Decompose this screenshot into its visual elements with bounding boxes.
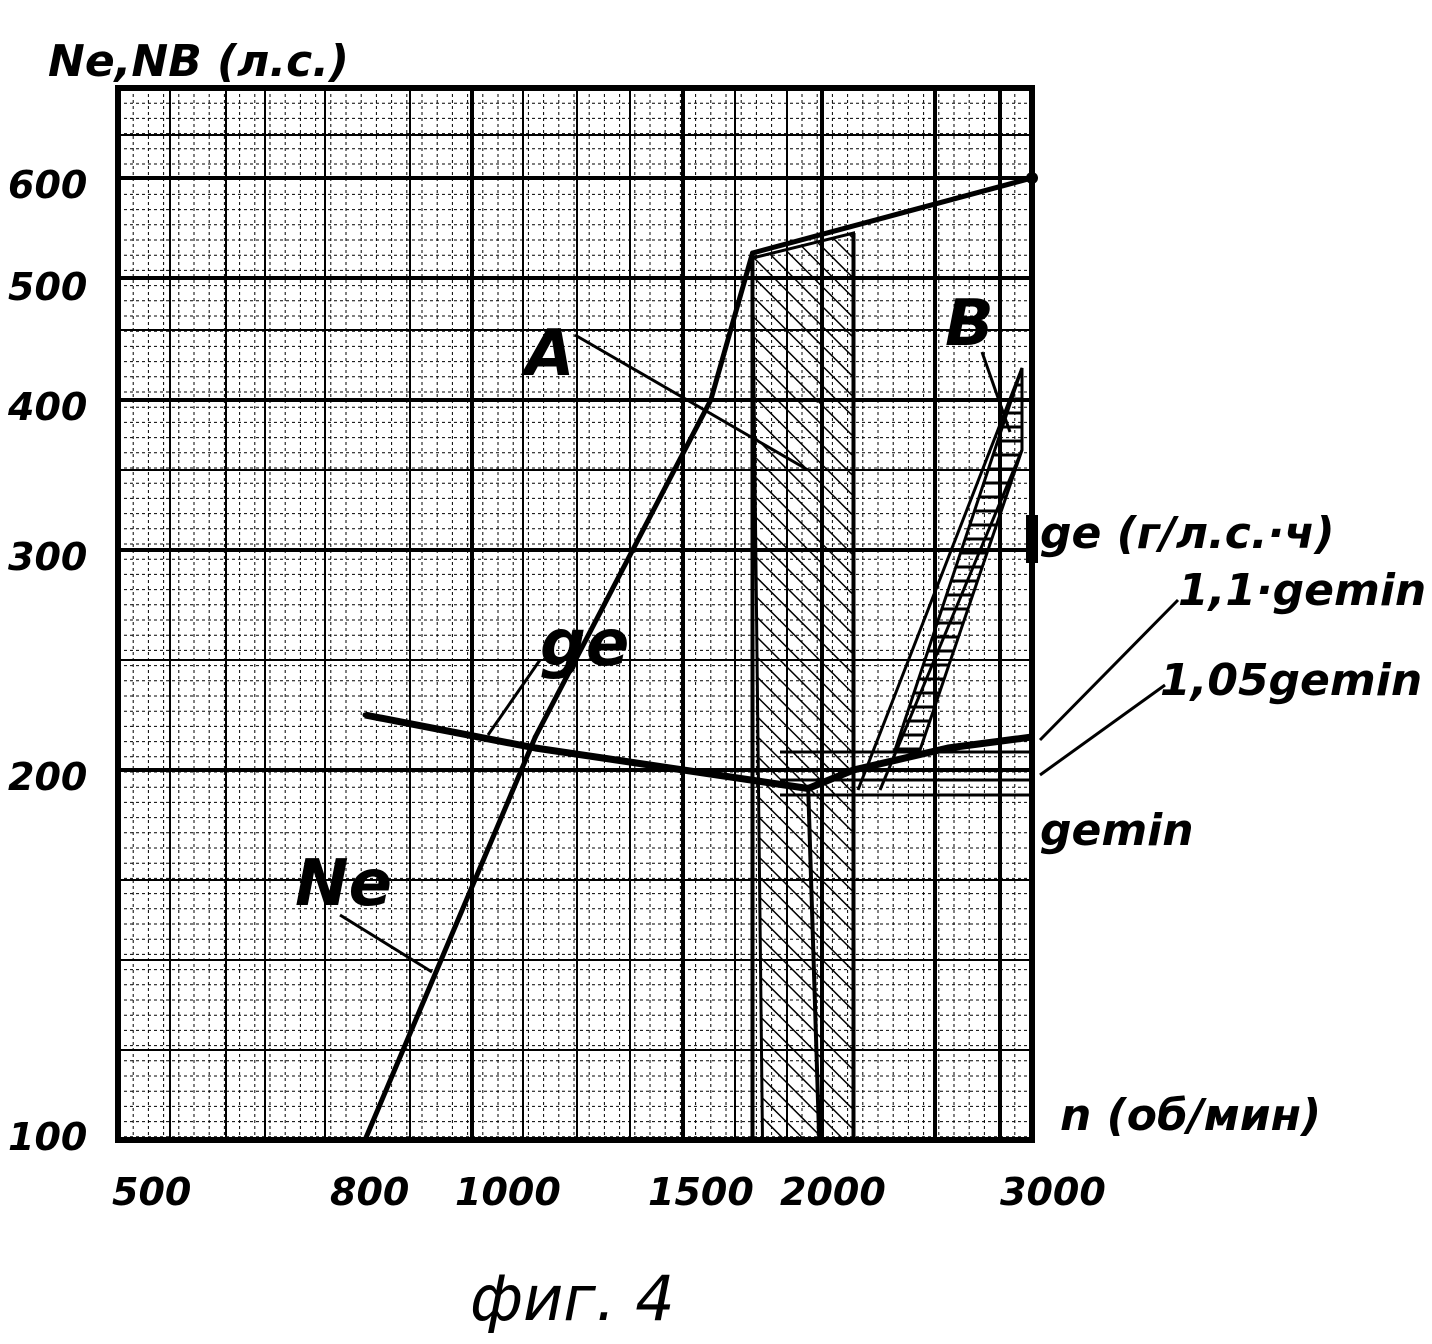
leader-a <box>574 333 809 472</box>
series-line-ge <box>364 711 1033 792</box>
series-point-ge <box>945 745 951 751</box>
figure-caption: фиг. 4 <box>470 1262 675 1335</box>
y2-axis-label: ge (г/л.с.·ч) <box>1040 508 1335 559</box>
series-point-ge <box>532 745 538 751</box>
leader-ge <box>486 659 542 736</box>
series-point-ge <box>362 712 368 718</box>
x-tick-label: 3000 <box>1000 1170 1106 1214</box>
region-label-a: A <box>520 317 575 391</box>
x-tick-label: 500 <box>112 1170 191 1214</box>
y-tick-label: 500 <box>8 265 87 309</box>
series-point-ne <box>750 250 755 256</box>
region-b-edge-left <box>856 367 1024 791</box>
leader-1-05 <box>1039 683 1166 777</box>
series-point-ge <box>851 767 856 773</box>
region-a-band <box>750 231 855 1142</box>
y-tick-label: 400 <box>7 385 87 429</box>
curve-label-ge: ge <box>540 607 629 681</box>
ref-label-1-05-gemin: 1,05gemin <box>1160 655 1422 706</box>
y-tick-label: 100 <box>8 1115 87 1159</box>
x-tick-label: 2000 <box>780 1170 886 1214</box>
y-axis-label: Ne,NB (л.с.) <box>48 36 349 87</box>
leader-b <box>980 351 1012 433</box>
hatch-regions <box>750 231 1032 1142</box>
leader-1-1 <box>1038 598 1180 742</box>
x-tick-label: 1500 <box>648 1170 754 1214</box>
region-b-edge-right <box>878 449 1024 791</box>
y-tick-label: 200 <box>8 755 87 799</box>
x-tick-label: 800 <box>330 1170 409 1214</box>
ref-label-1-1-gemin: 1,1·gemin <box>1178 565 1426 616</box>
region-a-center <box>806 784 822 1141</box>
x-tick-label: 1000 <box>455 1170 561 1214</box>
region-label-b: B <box>945 287 994 361</box>
series-point-ge <box>805 786 811 791</box>
tick-labels: 500 800 1000 1500 2000 3000 100 200 300 400 500 600 <box>7 163 1106 1214</box>
y-tick-label: 300 <box>8 535 87 579</box>
ref-label-gemin: gemin <box>1040 805 1194 856</box>
plot-frame <box>115 85 1035 1143</box>
grid <box>117 87 1032 1140</box>
curve-label-ne: Ne <box>295 847 392 921</box>
y-tick-label: 600 <box>8 163 87 207</box>
x-axis-label: n (об/мин) <box>1060 1090 1321 1141</box>
series-point-ne <box>708 397 714 403</box>
series-point-ne <box>532 734 538 740</box>
leader-ne <box>339 913 433 974</box>
